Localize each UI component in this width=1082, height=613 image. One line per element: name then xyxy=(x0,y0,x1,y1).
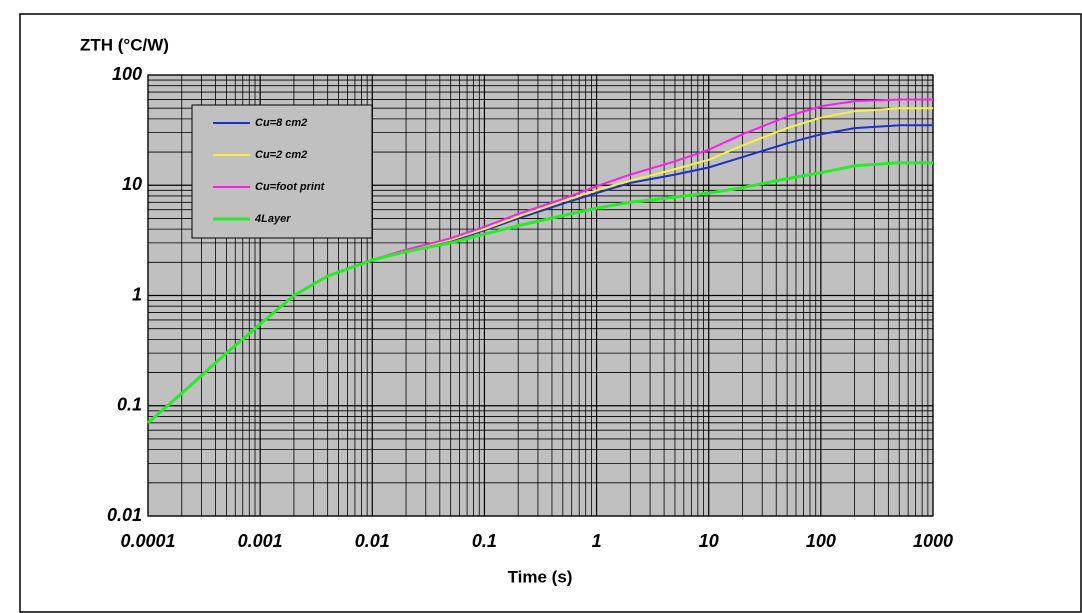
plot-border xyxy=(147,74,934,517)
y-tick-label: 10 xyxy=(122,174,142,194)
legend-label: 4Layer xyxy=(254,213,291,225)
x-tick-label: 1 xyxy=(592,531,602,551)
x-tick-label: 0.01 xyxy=(355,531,390,551)
legend-label: Cu=foot print xyxy=(255,181,326,193)
x-tick-label: 0.001 xyxy=(238,531,283,551)
y-tick-label: 100 xyxy=(112,64,142,84)
x-tick-label: 10 xyxy=(699,531,719,551)
legend-label: Cu=8 cm2 xyxy=(255,117,307,129)
x-axis-label: Time (s) xyxy=(508,567,573,586)
y-tick-label: 0.01 xyxy=(107,505,142,525)
y-axis-label: ZTH (°C/W) xyxy=(80,35,169,54)
y-tick-label: 1 xyxy=(132,284,142,304)
legend-label: Cu=2 cm2 xyxy=(255,149,307,161)
x-tick-label: 0.0001 xyxy=(120,531,175,551)
x-tick-label: 1000 xyxy=(913,531,953,551)
y-tick-label: 0.1 xyxy=(117,395,142,415)
legend-box xyxy=(191,104,373,239)
x-tick-label: 0.1 xyxy=(472,531,497,551)
data-line xyxy=(147,161,933,424)
x-tick-label: 100 xyxy=(806,531,836,551)
